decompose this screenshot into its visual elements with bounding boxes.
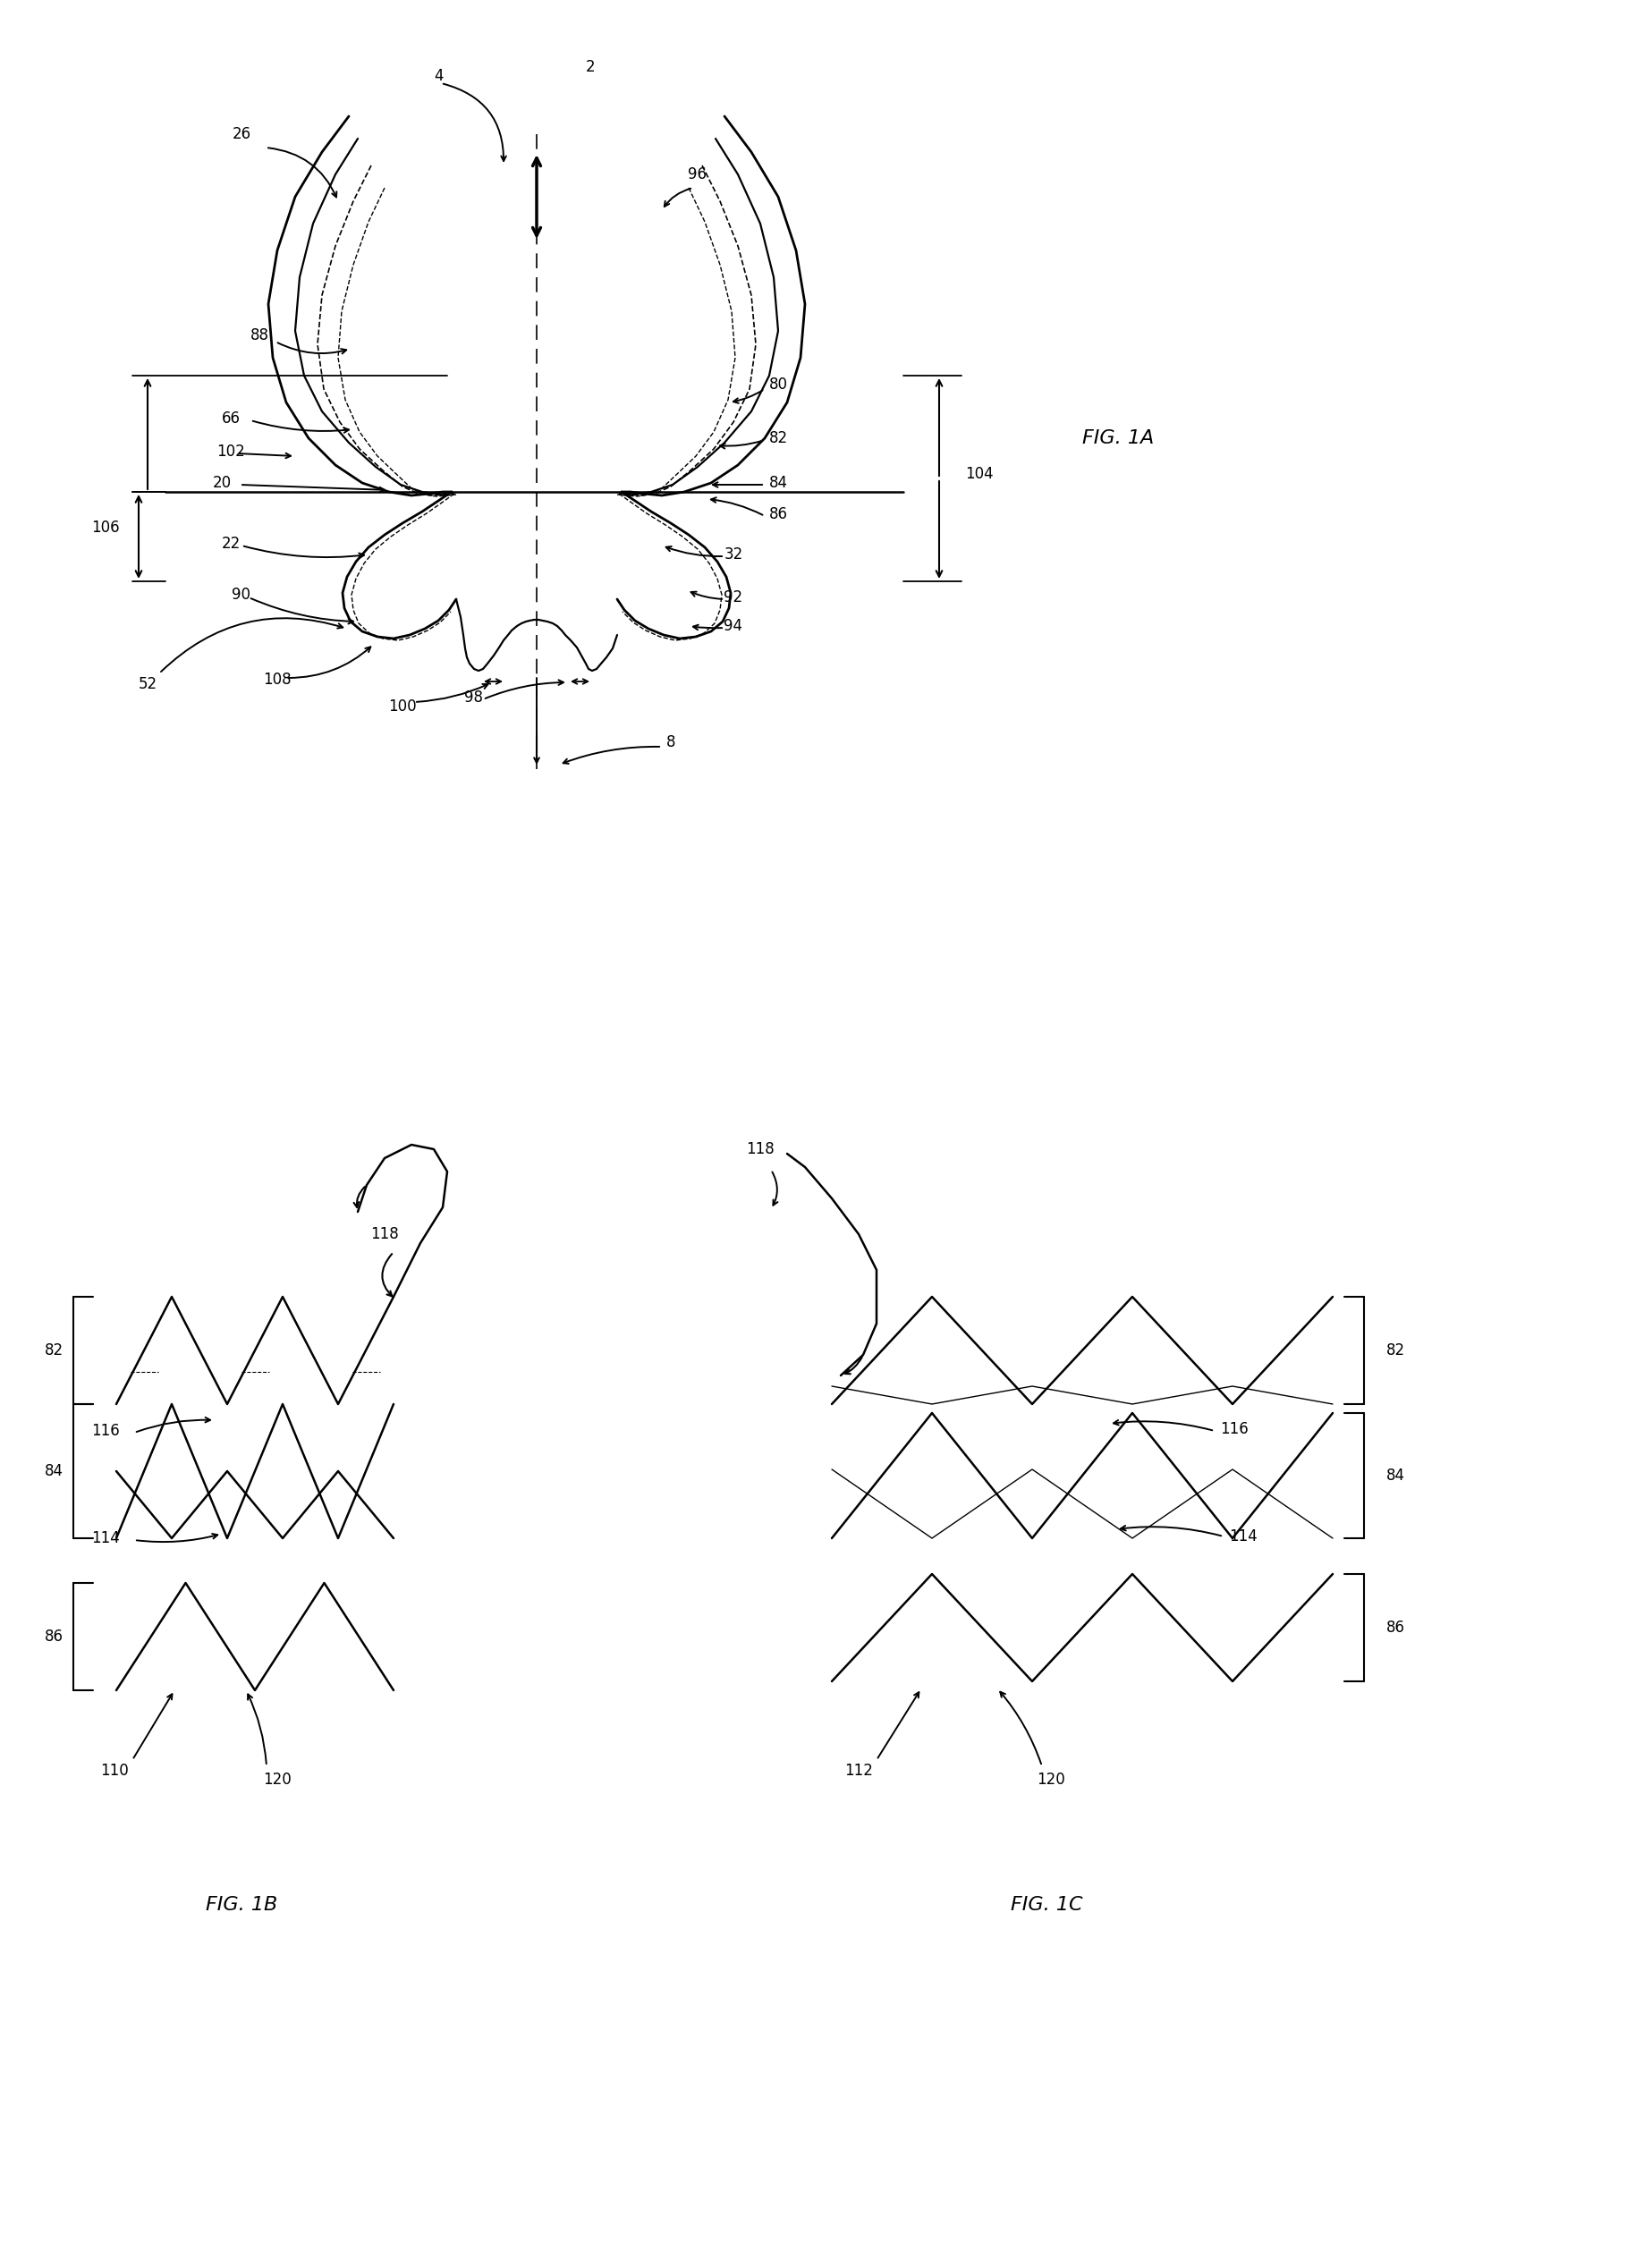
Text: 22: 22 — [221, 535, 240, 551]
Text: 108: 108 — [263, 671, 291, 687]
Text: 84: 84 — [768, 474, 788, 490]
Text: 120: 120 — [263, 1771, 291, 1787]
Text: 106: 106 — [91, 519, 119, 535]
Text: 100: 100 — [388, 699, 416, 714]
Text: 114: 114 — [1229, 1529, 1257, 1545]
Text: FIG. 1B: FIG. 1B — [205, 1896, 278, 1914]
Text: 86: 86 — [45, 1628, 63, 1644]
Text: 86: 86 — [1386, 1619, 1404, 1635]
Text: 84: 84 — [1386, 1467, 1404, 1483]
Text: 82: 82 — [768, 431, 788, 447]
Text: 86: 86 — [768, 506, 788, 522]
Text: 52: 52 — [139, 676, 157, 692]
Text: 98: 98 — [464, 689, 484, 705]
Text: FIG. 1C: FIG. 1C — [1011, 1896, 1082, 1914]
Text: 114: 114 — [91, 1531, 119, 1547]
Text: 102: 102 — [216, 445, 244, 460]
Text: 110: 110 — [101, 1762, 129, 1778]
Text: 96: 96 — [689, 166, 707, 181]
Text: 80: 80 — [768, 376, 788, 392]
Text: 2: 2 — [585, 59, 595, 75]
Text: 104: 104 — [965, 465, 993, 483]
Text: 82: 82 — [45, 1343, 63, 1359]
Text: 26: 26 — [231, 127, 251, 143]
Text: 66: 66 — [221, 411, 240, 426]
Text: 82: 82 — [1386, 1343, 1404, 1359]
Text: 120: 120 — [1037, 1771, 1066, 1787]
Text: 88: 88 — [249, 327, 269, 342]
Text: FIG. 1A: FIG. 1A — [1082, 429, 1153, 447]
Text: 116: 116 — [91, 1422, 119, 1438]
Text: 112: 112 — [844, 1762, 872, 1778]
Text: 118: 118 — [370, 1227, 398, 1243]
Text: 94: 94 — [724, 617, 743, 635]
Text: 92: 92 — [724, 590, 743, 606]
Text: 116: 116 — [1221, 1422, 1249, 1438]
Text: 84: 84 — [45, 1463, 63, 1479]
Text: 4: 4 — [433, 68, 443, 84]
Text: 90: 90 — [231, 587, 251, 603]
Text: 118: 118 — [747, 1141, 775, 1157]
Text: 8: 8 — [666, 735, 676, 751]
Text: 32: 32 — [724, 547, 743, 562]
Text: 20: 20 — [213, 474, 231, 490]
